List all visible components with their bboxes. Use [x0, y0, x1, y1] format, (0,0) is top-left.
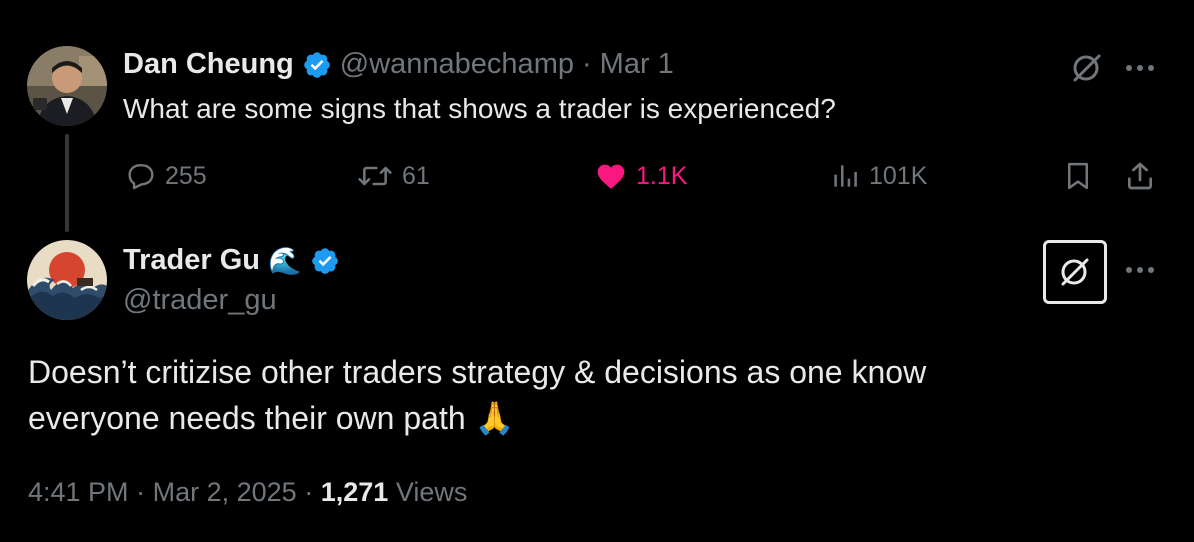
- like-button[interactable]: 1.1K: [594, 158, 687, 194]
- tweet-text: What are some signs that shows a trader …: [123, 93, 836, 125]
- thread-connector-line: [65, 134, 69, 232]
- views-button[interactable]: 101K: [829, 158, 927, 194]
- analytics-bars-icon: [829, 160, 861, 192]
- bookmark-button[interactable]: [1060, 158, 1096, 194]
- heart-filled-icon: [594, 160, 628, 192]
- author-name[interactable]: Dan Cheung: [123, 48, 294, 81]
- meta-separator-2: ·: [304, 477, 313, 507]
- more-options-button-top[interactable]: [1122, 54, 1158, 82]
- wave-emoji: 🌊: [268, 246, 302, 276]
- praying-hands-emoji: 🙏: [475, 400, 515, 436]
- reply-text-line-1: Doesn’t critizise other traders strategy…: [28, 349, 1128, 395]
- reply-header: Trader Gu 🌊: [123, 244, 340, 277]
- views-count: 1,271: [321, 477, 389, 507]
- reply-text: Doesn’t critizise other traders strategy…: [28, 349, 1128, 441]
- avatar-dan-cheung[interactable]: [27, 46, 107, 126]
- repost-button[interactable]: 61: [356, 158, 430, 194]
- verified-badge-icon: [302, 50, 332, 80]
- reply-meta: 4:41 PM · Mar 2, 2025 · 1,271 Views: [28, 477, 467, 508]
- reply-text-line-2: everyone needs their own path 🙏: [28, 395, 1128, 441]
- author-handle[interactable]: @wannabechamp: [340, 48, 574, 81]
- like-count: 1.1K: [636, 162, 687, 191]
- grok-button-focused[interactable]: [1043, 240, 1107, 304]
- header-separator: ·: [582, 48, 592, 81]
- reply-count: 255: [165, 162, 207, 191]
- views-label: Views: [396, 477, 468, 507]
- verified-badge-icon: [310, 246, 340, 276]
- reply-text-line-2-content: everyone needs their own path: [28, 400, 466, 436]
- tweet-header: Dan Cheung @wannabechamp · Mar 1: [123, 48, 674, 81]
- repost-count: 61: [402, 162, 430, 191]
- post-time[interactable]: 4:41 PM: [28, 477, 129, 507]
- repost-icon: [356, 160, 394, 192]
- share-button[interactable]: [1122, 158, 1158, 194]
- post-full-date[interactable]: Mar 2, 2025: [153, 477, 297, 507]
- grok-icon: [1059, 256, 1091, 288]
- grok-icon: [1071, 52, 1103, 84]
- reply-button[interactable]: 255: [125, 158, 207, 194]
- grok-button-top[interactable]: [1069, 50, 1105, 86]
- more-dots-icon: [1125, 64, 1155, 72]
- post-date[interactable]: Mar 1: [600, 48, 674, 81]
- bookmark-icon: [1063, 160, 1093, 192]
- avatar-trader-gu[interactable]: [27, 240, 107, 320]
- reply-author-name[interactable]: Trader Gu: [123, 244, 260, 277]
- share-icon: [1124, 160, 1156, 192]
- view-count: 101K: [869, 162, 927, 191]
- reply-author-handle[interactable]: @trader_gu: [123, 284, 277, 317]
- more-options-button-reply[interactable]: [1122, 256, 1158, 284]
- meta-separator-1: ·: [136, 477, 145, 507]
- reply-icon: [125, 160, 157, 192]
- more-dots-icon: [1125, 266, 1155, 274]
